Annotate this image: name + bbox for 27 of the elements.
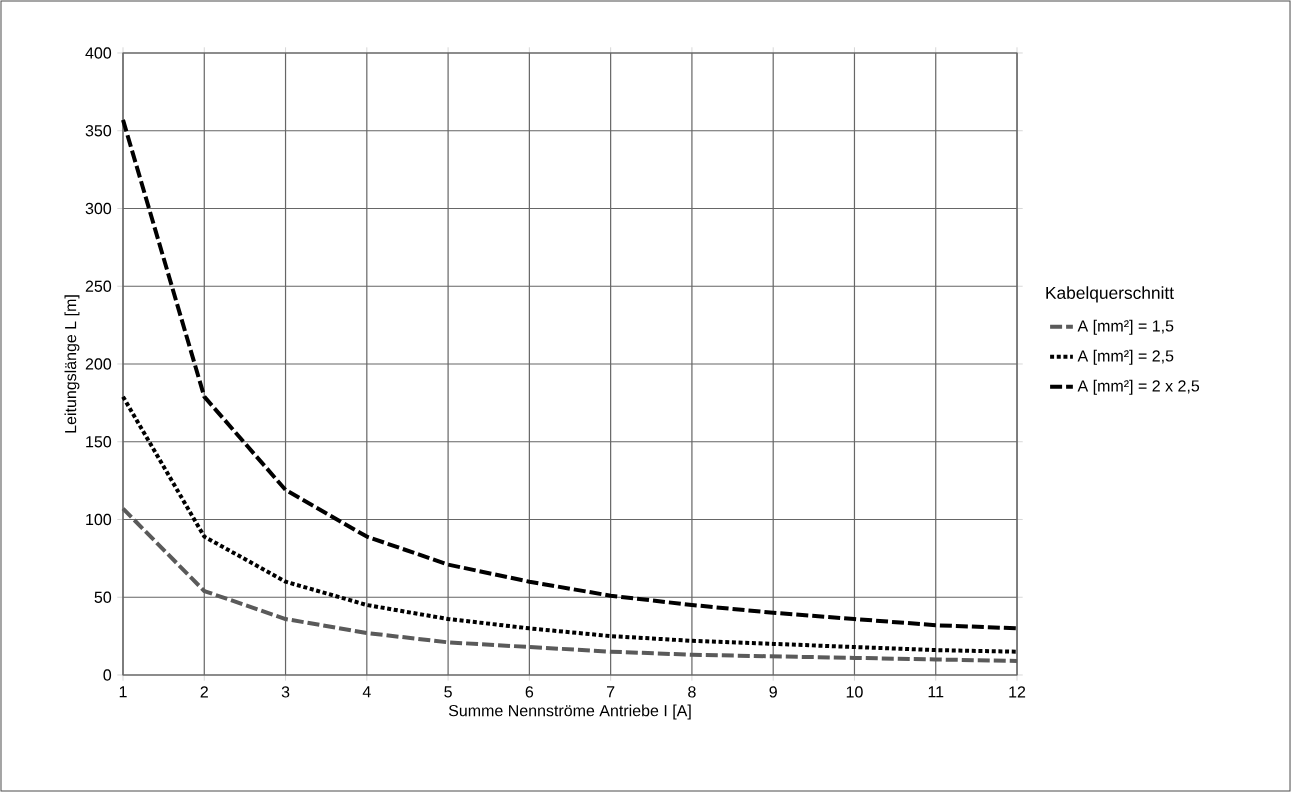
y-tick-label: 350 <box>85 125 112 137</box>
y-tick-label: 200 <box>85 358 112 370</box>
x-tick-label: 11 <box>928 686 944 698</box>
x-tick-label: 3 <box>281 686 290 698</box>
x-tick-label: 2 <box>200 686 208 698</box>
x-tick-label: 8 <box>688 686 696 698</box>
x-tick-label: 4 <box>362 686 371 698</box>
x-tick-label: 9 <box>769 686 777 698</box>
x-tick-label: 5 <box>444 686 452 698</box>
y-tick-label: 150 <box>86 436 112 448</box>
x-tick-label: 10 <box>846 686 863 698</box>
legend-label: A [mm²] = 2,5 <box>1077 349 1174 365</box>
y-tick-label: 100 <box>86 513 112 526</box>
x-tick-label: 1 <box>119 686 127 698</box>
y-tick-label: 400 <box>85 47 112 59</box>
y-tick-label: 50 <box>94 591 112 603</box>
y-tick-label: 300 <box>85 202 112 215</box>
x-tick-label: 6 <box>525 686 534 698</box>
y-axis-title: Leitungslänge L [m] <box>64 295 80 433</box>
y-tick-label: 250 <box>85 280 112 292</box>
legend-label: A [mm²] = 2 x 2,5 <box>1077 379 1200 395</box>
x-tick-label: 7 <box>607 686 615 698</box>
legend-label: A [mm²] = 1,5 <box>1077 319 1174 335</box>
y-tick-label: 0 <box>103 669 112 681</box>
x-tick-label: 12 <box>1009 686 1026 698</box>
x-axis-title: Summe Nennströme Antriebe I [A] <box>448 704 691 720</box>
legend-title: Kabelquerschnitt <box>1046 286 1174 303</box>
